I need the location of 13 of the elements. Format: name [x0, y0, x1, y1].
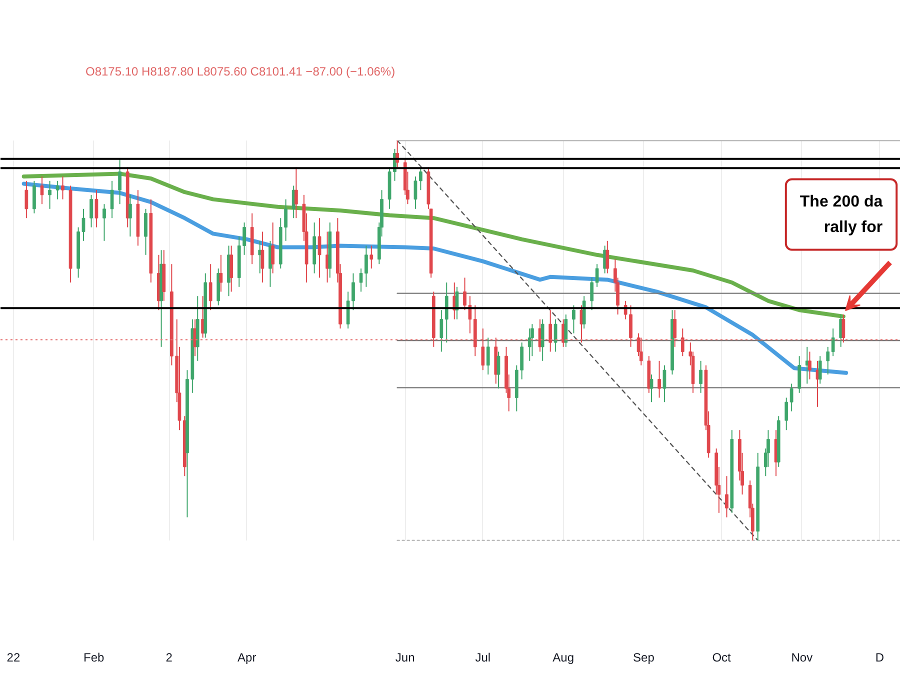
x-tick-label: Apr [238, 650, 256, 664]
x-tick-label: Oct [712, 650, 732, 664]
x-tick-label: Nov [791, 650, 813, 664]
x-tick-label: 22 [6, 650, 20, 664]
text: O8175.10 H8187.80 L8075.60 C8101.41 −87.00 (−1.06%) [86, 64, 396, 78]
x-tick-label: D [875, 650, 884, 664]
x-tick-label: Aug [552, 650, 574, 664]
x-tick-label: Feb [84, 650, 105, 664]
x-tick-label: Jul [475, 650, 491, 664]
x-tick-label: Sep [633, 650, 655, 664]
annotation: The 200 da rally for [800, 193, 883, 236]
x-tick-label: 2 [166, 650, 173, 664]
x-tick-label: Jun [395, 650, 415, 664]
